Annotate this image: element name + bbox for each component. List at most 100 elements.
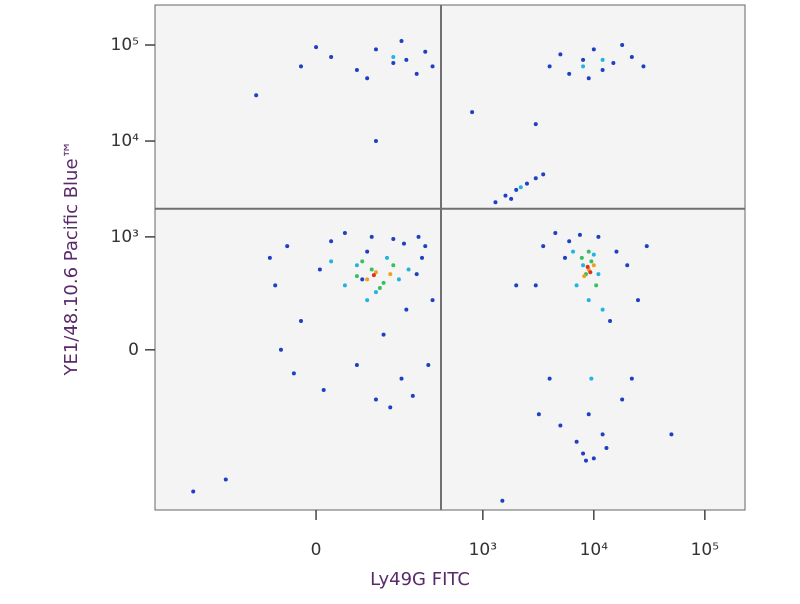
event-point	[591, 456, 596, 461]
event-point	[254, 93, 259, 98]
event-point	[586, 298, 591, 303]
event-point	[583, 458, 588, 463]
event-point	[581, 57, 586, 62]
event-point	[541, 244, 546, 249]
event-point	[298, 319, 303, 324]
event-point	[518, 185, 523, 190]
x-axis-title: Ly49G FITC	[370, 569, 470, 590]
event-point	[581, 64, 586, 69]
event-point	[388, 272, 393, 277]
event-point	[399, 376, 404, 381]
event-point	[547, 64, 552, 69]
event-point	[223, 477, 228, 482]
event-point	[396, 277, 401, 282]
event-point	[514, 283, 519, 288]
event-point	[620, 43, 625, 48]
event-point	[365, 298, 370, 303]
x-tick-label: 10⁴	[580, 540, 609, 560]
event-point	[500, 498, 505, 503]
event-point	[470, 110, 475, 115]
event-point	[625, 263, 630, 268]
event-point	[608, 319, 613, 324]
event-point	[582, 274, 587, 279]
event-point	[371, 273, 376, 278]
event-point	[369, 267, 374, 272]
event-point	[503, 193, 508, 198]
event-point	[641, 64, 646, 69]
event-point	[669, 432, 674, 437]
event-point	[589, 376, 594, 381]
event-point	[285, 244, 290, 249]
event-point	[410, 393, 415, 398]
event-point	[329, 55, 334, 60]
event-point	[373, 397, 378, 402]
event-point	[524, 181, 529, 186]
event-point	[571, 249, 576, 254]
event-point	[406, 267, 411, 272]
event-point	[354, 67, 359, 72]
x-tick-label: 10³	[469, 540, 497, 560]
event-point	[317, 267, 322, 272]
event-point	[373, 47, 378, 52]
event-point	[600, 57, 605, 62]
event-point	[600, 67, 605, 72]
event-point	[588, 270, 593, 275]
event-point	[426, 363, 431, 368]
event-point	[373, 139, 378, 144]
event-point	[329, 239, 334, 244]
event-point	[591, 252, 596, 257]
event-point	[533, 283, 538, 288]
event-point	[553, 230, 558, 235]
event-point	[321, 387, 326, 392]
event-point	[596, 272, 601, 277]
y-tick-label: 10⁴	[111, 131, 140, 151]
event-point	[401, 241, 406, 246]
y-tick-label: 10⁵	[111, 35, 139, 55]
event-point	[629, 376, 634, 381]
event-point	[191, 489, 196, 494]
event-point	[381, 280, 386, 285]
event-point	[577, 232, 582, 237]
x-tick-label: 0	[311, 540, 322, 560]
event-point	[298, 64, 303, 69]
event-point	[314, 45, 319, 50]
event-point	[514, 187, 519, 192]
event-point	[581, 451, 586, 456]
event-point	[377, 285, 382, 290]
event-point	[416, 234, 421, 239]
event-point	[391, 60, 396, 65]
event-point	[360, 277, 365, 282]
event-point	[585, 264, 590, 269]
x-tick-label: 10⁵	[691, 540, 719, 560]
event-point	[273, 283, 278, 288]
event-point	[354, 274, 359, 279]
event-point	[414, 272, 419, 277]
event-point	[369, 234, 374, 239]
event-point	[291, 371, 296, 376]
event-point	[404, 57, 409, 62]
event-point	[381, 332, 386, 337]
event-point	[611, 60, 616, 65]
event-point	[388, 405, 393, 410]
event-point	[574, 439, 579, 444]
event-point	[373, 270, 378, 275]
event-point	[581, 263, 586, 268]
event-point	[430, 64, 435, 69]
event-point	[547, 376, 552, 381]
event-point	[562, 255, 567, 260]
event-point	[365, 76, 370, 81]
event-point	[635, 298, 640, 303]
event-point	[541, 172, 546, 177]
event-point	[493, 200, 498, 205]
event-point	[586, 76, 591, 81]
event-point	[536, 412, 541, 417]
event-point	[579, 255, 584, 260]
event-point	[342, 283, 347, 288]
y-tick-label: 0	[128, 340, 139, 360]
event-point	[589, 259, 594, 264]
event-point	[509, 196, 514, 201]
event-point	[365, 277, 370, 282]
event-point	[342, 230, 347, 235]
